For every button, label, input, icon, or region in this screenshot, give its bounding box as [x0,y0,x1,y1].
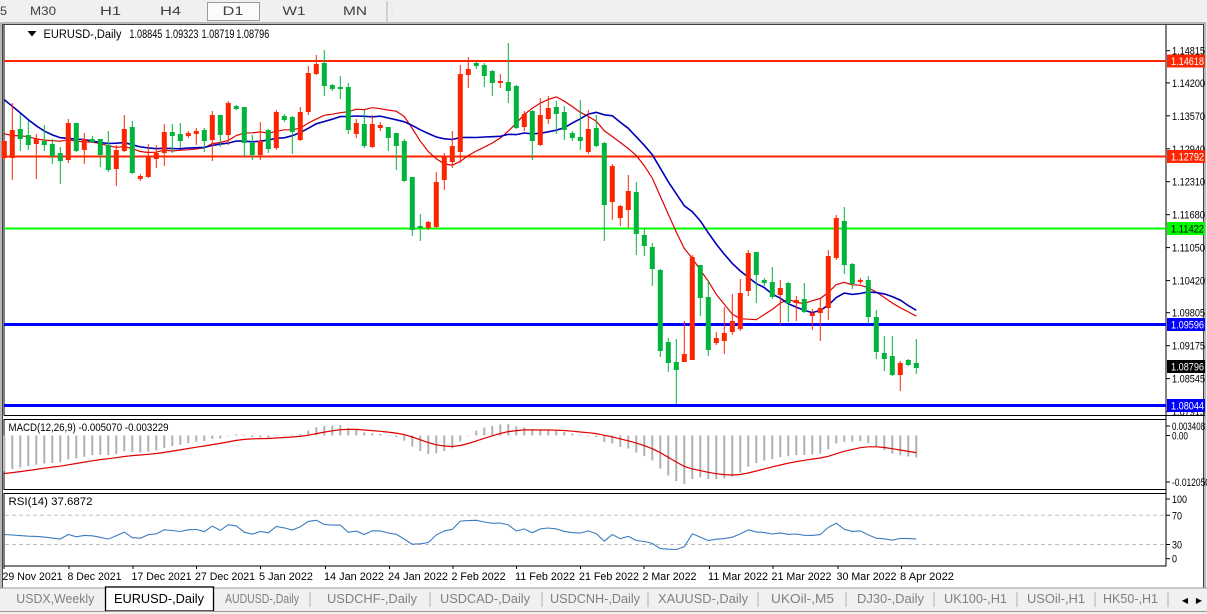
svg-text:UKOil-,M5: UKOil-,M5 [771,592,834,606]
svg-text:21 Mar 2022: 21 Mar 2022 [772,571,832,583]
svg-text:2 Feb 2022: 2 Feb 2022 [452,571,506,583]
svg-text:1.11680: 1.11680 [1172,210,1205,222]
svg-text:21 Feb 2022: 21 Feb 2022 [579,571,639,583]
svg-text:1.13570: 1.13570 [1172,111,1205,123]
svg-text:DJ30-,Daily: DJ30-,Daily [857,592,925,606]
svg-text:1.08796: 1.08796 [236,29,269,41]
svg-text:1.12310: 1.12310 [1172,177,1205,189]
svg-text:24 Jan 2022: 24 Jan 2022 [388,571,448,583]
svg-text:100: 100 [1172,494,1187,506]
svg-text:1.14618: 1.14618 [1171,56,1204,68]
svg-text:70: 70 [1172,510,1182,522]
svg-text:5 Jan 2022: 5 Jan 2022 [259,571,313,583]
svg-text:14 Jan 2022: 14 Jan 2022 [324,571,384,583]
svg-text:30: 30 [1172,540,1182,552]
svg-text:1.11050: 1.11050 [1172,243,1205,255]
svg-text:29 Nov 2021: 29 Nov 2021 [3,571,63,583]
svg-text:HK50-,H1: HK50-,H1 [1103,592,1158,606]
svg-text:-0.012050: -0.012050 [1172,477,1207,489]
svg-text:W1: W1 [283,6,306,18]
svg-text:RSI(14) 37.6872: RSI(14) 37.6872 [9,496,93,508]
svg-text:D1: D1 [223,6,244,18]
svg-text:0: 0 [1172,554,1177,566]
svg-text:USDX,Weekly: USDX,Weekly [16,592,95,606]
svg-text:1.09175: 1.09175 [1172,341,1205,353]
svg-text:8 Apr 2022: 8 Apr 2022 [900,571,954,583]
svg-text:1.09596: 1.09596 [1171,320,1204,332]
svg-text:1.08796: 1.08796 [1171,362,1204,374]
svg-text:1.10420: 1.10420 [1172,276,1205,288]
svg-text:30 Mar 2022: 30 Mar 2022 [837,571,897,583]
svg-text:USDCNH-,Daily: USDCNH-,Daily [550,592,641,606]
svg-text:1.08719: 1.08719 [202,29,235,41]
svg-text:◀: ◀ [1182,596,1189,605]
svg-text:1.11422: 1.11422 [1171,224,1204,236]
svg-text:M30: M30 [30,6,56,18]
svg-text:2 Mar 2022: 2 Mar 2022 [643,571,697,583]
svg-text:1.09805: 1.09805 [1172,308,1205,320]
svg-text:EURUSD-,Daily: EURUSD-,Daily [44,29,122,41]
svg-text:1.08845: 1.08845 [129,29,162,41]
svg-text:11 Mar 2022: 11 Mar 2022 [708,571,768,583]
svg-text:27 Dec 2021: 27 Dec 2021 [195,571,255,583]
svg-text:8 Dec 2021: 8 Dec 2021 [68,571,122,583]
svg-text:USDCHF-,Daily: USDCHF-,Daily [327,592,418,606]
svg-text:17 Dec 2021: 17 Dec 2021 [132,571,192,583]
svg-text:1.09323: 1.09323 [165,29,198,41]
svg-text:XAUUSD-,Daily: XAUUSD-,Daily [658,592,749,606]
svg-text:USDCAD-,Daily: USDCAD-,Daily [440,592,531,606]
svg-text:H1: H1 [100,6,121,18]
svg-text:11 Feb 2022: 11 Feb 2022 [515,571,575,583]
svg-text:1.12792: 1.12792 [1171,152,1204,164]
svg-text:1.08044: 1.08044 [1171,401,1204,413]
svg-text:H4: H4 [160,6,182,18]
svg-text:1.08545: 1.08545 [1172,374,1205,386]
svg-text:▶: ▶ [1196,596,1203,605]
svg-text:EURUSD-,Daily: EURUSD-,Daily [114,592,205,606]
svg-text:USOil-,H1: USOil-,H1 [1027,592,1085,606]
svg-text:0.00: 0.00 [1172,431,1188,443]
svg-text:MACD(12,26,9) -0.005070 -0.003: MACD(12,26,9) -0.005070 -0.003229 [9,422,169,434]
svg-text:MN: MN [343,6,367,18]
svg-text:1.14200: 1.14200 [1172,78,1205,90]
svg-text:UK100-,H1: UK100-,H1 [944,592,1007,606]
svg-text:AUDUSD-,Daily: AUDUSD-,Daily [225,592,300,606]
svg-text:5: 5 [0,6,7,18]
svg-text:0.003408: 0.003408 [1172,421,1205,433]
